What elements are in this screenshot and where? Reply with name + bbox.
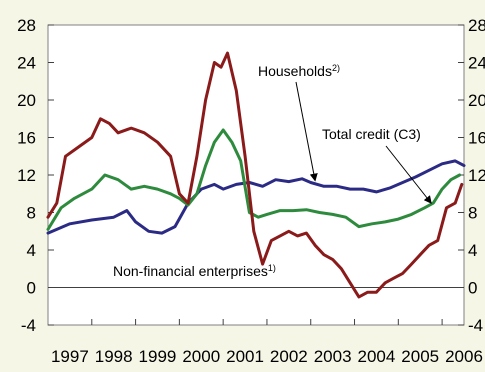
series-line-total-credit-c3 [46, 128, 462, 231]
y-tick-label-left: 0 [27, 279, 36, 298]
y-tick-label-right: 28 [468, 16, 485, 35]
y-tick-label-right: 4 [468, 241, 477, 260]
x-tick-label: 2006 [445, 347, 483, 366]
households-annotation: Households2) [258, 63, 340, 79]
x-tick-label: 2004 [358, 347, 396, 366]
y-tick-label-right: 24 [468, 54, 485, 73]
y-tick-label-right: 12 [468, 166, 485, 185]
series-line-non-financial-enterprises [46, 51, 464, 299]
total-credit-arrow [385, 145, 432, 204]
x-tick-label: 1999 [139, 347, 177, 366]
y-tick-label-left: 4 [27, 241, 36, 260]
series-lines [46, 51, 466, 299]
y-tick-label-left: 16 [17, 129, 36, 148]
y-tick-label-right: 16 [468, 129, 485, 148]
y-tick-label-left: 8 [27, 204, 36, 223]
x-tick-label: 1997 [51, 347, 89, 366]
total-credit-annotation: Total credit (C3) [322, 126, 421, 142]
plot-area [47, 24, 465, 326]
y-tick-label-right: 0 [468, 279, 477, 298]
x-tick-label: 2000 [182, 347, 220, 366]
y-tick-label-right: -4 [468, 316, 483, 335]
x-tick-label: 1998 [95, 347, 133, 366]
x-tick-label: 2002 [270, 347, 308, 366]
x-tick-label: 2003 [314, 347, 352, 366]
y-tick-label-left: -4 [21, 316, 36, 335]
y-tick-label-left: 28 [17, 16, 36, 35]
x-axis: 1997 1998 1999 2000 2001 2002 2003 2004 2005 2006 [51, 319, 483, 366]
y-tick-label-right: 8 [468, 204, 477, 223]
annotations: Households2) Total credit (C3) Non-financi… [113, 63, 432, 279]
x-tick-label: 2005 [401, 347, 439, 366]
y-tick-label-right: 20 [468, 91, 485, 110]
y-tick-label-left: 24 [17, 54, 36, 73]
non-financial-enterprises-annotation: Non-financial enterprises1) [113, 263, 276, 279]
y-axis-right: -4 0 4 8 12 16 20 24 28 [458, 16, 485, 335]
y-tick-label-left: 20 [17, 91, 36, 110]
y-axis-left: -4 0 4 8 12 16 20 24 28 [17, 16, 54, 335]
households-arrow [295, 81, 318, 182]
series-line-households [46, 159, 466, 235]
y-tick-label-left: 12 [17, 166, 36, 185]
x-tick-label: 2001 [226, 347, 264, 366]
